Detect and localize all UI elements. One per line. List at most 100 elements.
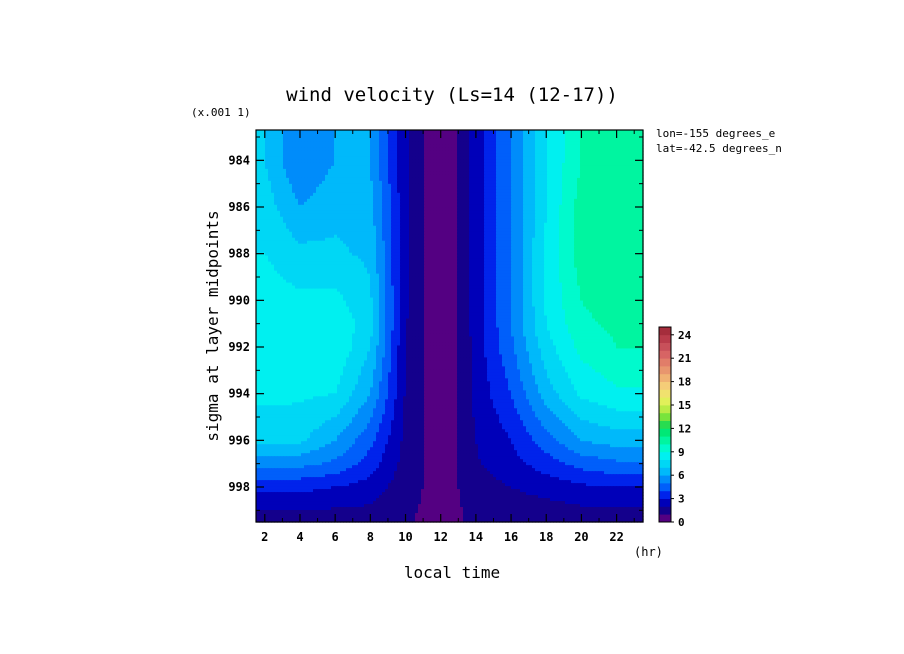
heat-cell bbox=[292, 171, 296, 176]
heat-cell bbox=[277, 141, 281, 146]
heat-cell bbox=[349, 141, 353, 146]
heat-cell bbox=[346, 159, 350, 164]
heat-cell bbox=[382, 189, 386, 194]
heat-cell bbox=[415, 130, 419, 134]
heat-cell bbox=[310, 159, 314, 164]
heat-cell bbox=[508, 192, 512, 197]
heat-cell bbox=[583, 195, 587, 200]
heat-cell bbox=[565, 204, 569, 209]
heat-cell bbox=[415, 150, 419, 155]
heat-cell bbox=[367, 177, 371, 182]
heat-cell bbox=[559, 138, 563, 143]
heat-cell bbox=[565, 144, 569, 149]
heat-cell bbox=[355, 183, 359, 188]
heat-cell bbox=[418, 132, 422, 137]
heat-cell bbox=[259, 147, 263, 152]
heat-cell bbox=[523, 201, 527, 206]
heat-cell bbox=[256, 150, 260, 155]
heat-cell bbox=[445, 141, 449, 146]
heat-cell bbox=[412, 147, 416, 152]
heat-cell bbox=[622, 195, 626, 200]
heat-cell bbox=[640, 138, 644, 143]
heat-cell bbox=[571, 171, 575, 176]
heat-cell bbox=[376, 162, 380, 167]
heat-cell bbox=[610, 180, 614, 185]
heat-cell bbox=[319, 198, 323, 203]
heat-cell bbox=[403, 132, 407, 137]
heat-cell bbox=[619, 198, 623, 203]
heat-cell bbox=[391, 156, 395, 161]
heat-cell bbox=[637, 168, 641, 173]
heat-cell bbox=[277, 132, 281, 137]
heat-cell bbox=[553, 159, 557, 164]
heat-cell bbox=[280, 150, 284, 155]
heat-cell bbox=[427, 147, 431, 152]
heat-cell bbox=[361, 132, 365, 137]
heat-cell bbox=[511, 132, 515, 137]
heat-cell bbox=[568, 165, 572, 170]
heat-cell bbox=[481, 177, 485, 182]
heat-cell bbox=[490, 150, 494, 155]
heat-cell bbox=[346, 162, 350, 167]
heat-cell bbox=[310, 168, 314, 173]
heat-cell bbox=[472, 165, 476, 170]
heat-cell bbox=[409, 135, 413, 140]
heat-cell bbox=[607, 144, 611, 149]
heat-cell bbox=[472, 171, 476, 176]
heat-cell bbox=[334, 186, 338, 191]
heat-cell bbox=[355, 207, 359, 212]
heat-cell bbox=[514, 162, 518, 167]
heat-cell bbox=[304, 168, 308, 173]
heat-cell bbox=[316, 171, 320, 176]
heat-cell bbox=[397, 180, 401, 185]
heat-cell bbox=[463, 144, 467, 149]
heat-cell bbox=[487, 192, 491, 197]
heat-cell bbox=[298, 156, 302, 161]
heat-cell bbox=[346, 130, 350, 134]
heat-cell bbox=[574, 156, 578, 161]
heat-cell bbox=[568, 138, 572, 143]
heat-cell bbox=[442, 180, 446, 185]
heat-cell bbox=[466, 198, 470, 203]
heat-cell bbox=[481, 165, 485, 170]
heat-cell bbox=[604, 168, 608, 173]
heat-cell bbox=[595, 192, 599, 197]
heat-cell bbox=[544, 162, 548, 167]
heat-cell bbox=[415, 138, 419, 143]
heat-cell bbox=[277, 198, 281, 203]
y-multiplier-label: (x.001 1) bbox=[191, 106, 251, 119]
heat-cell bbox=[487, 135, 491, 140]
heat-cell bbox=[487, 171, 491, 176]
heat-cell bbox=[598, 147, 602, 152]
heat-cell bbox=[409, 180, 413, 185]
heat-cell bbox=[403, 198, 407, 203]
heat-cell bbox=[580, 150, 584, 155]
heat-cell bbox=[313, 168, 317, 173]
heat-cell bbox=[547, 159, 551, 164]
heat-cell bbox=[628, 177, 632, 182]
heat-cell bbox=[637, 156, 641, 161]
heat-cell bbox=[511, 201, 515, 206]
heat-cell bbox=[595, 147, 599, 152]
heat-cell bbox=[430, 132, 434, 137]
heat-cell bbox=[592, 186, 596, 191]
heat-cell bbox=[358, 165, 362, 170]
heat-cell bbox=[286, 138, 290, 143]
heat-cell bbox=[403, 153, 407, 158]
heat-cell bbox=[589, 186, 593, 191]
heat-cell bbox=[475, 171, 479, 176]
heat-cell bbox=[304, 150, 308, 155]
heat-cell bbox=[343, 195, 347, 200]
heat-cell bbox=[343, 144, 347, 149]
heat-cell bbox=[610, 165, 614, 170]
heat-cell bbox=[625, 159, 629, 164]
heat-cell bbox=[577, 183, 581, 188]
heat-cell bbox=[505, 153, 509, 158]
heat-cell bbox=[394, 204, 398, 209]
heat-cell bbox=[286, 177, 290, 182]
heat-cell bbox=[556, 150, 560, 155]
heat-cell bbox=[295, 156, 299, 161]
heat-cell bbox=[382, 141, 386, 146]
heat-cell bbox=[526, 207, 530, 212]
heat-cell bbox=[604, 204, 608, 209]
